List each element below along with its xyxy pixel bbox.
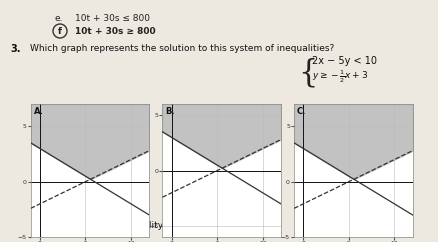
Text: e.: e. bbox=[55, 14, 64, 23]
Text: A.: A. bbox=[33, 107, 43, 116]
Text: 10t + 30s ≤ 800: 10t + 30s ≤ 800 bbox=[75, 14, 150, 23]
Text: f: f bbox=[58, 28, 62, 37]
Text: 2x − 5y < 10: 2x − 5y < 10 bbox=[311, 56, 376, 66]
Text: C.: C. bbox=[296, 107, 306, 116]
Text: 3.: 3. bbox=[10, 44, 21, 54]
Text: {: { bbox=[297, 57, 317, 88]
Text: the inequality  5x + 6y > 30.: the inequality 5x + 6y > 30. bbox=[100, 221, 232, 230]
Text: $y \geq -\frac{1}{2}x+3$: $y \geq -\frac{1}{2}x+3$ bbox=[311, 68, 367, 85]
Text: B.: B. bbox=[165, 107, 174, 116]
Text: 10t + 30s ≥ 800: 10t + 30s ≥ 800 bbox=[75, 27, 155, 36]
Text: Which graph represents the solution to this system of inequalities?: Which graph represents the solution to t… bbox=[30, 44, 333, 53]
